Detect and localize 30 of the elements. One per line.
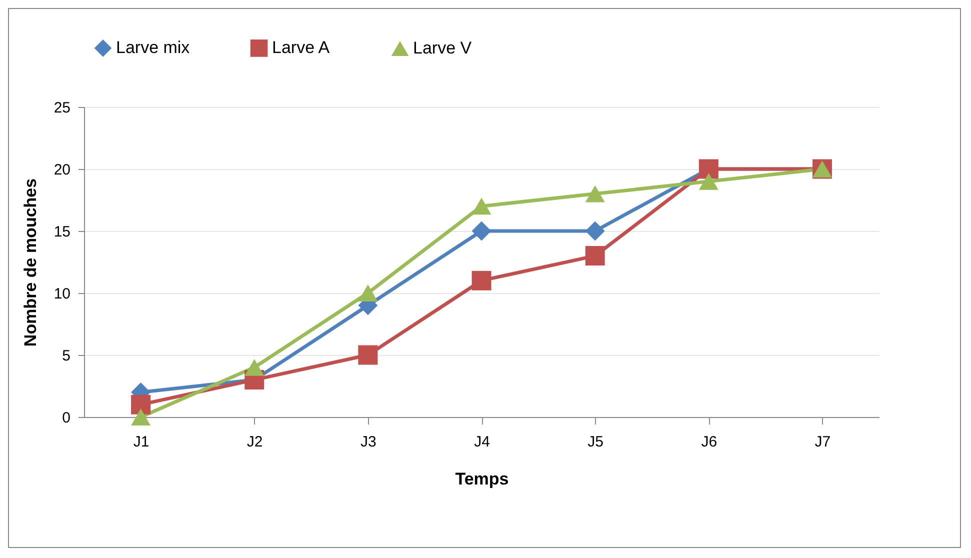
- y-tick-label: 15: [54, 224, 70, 240]
- legend-label: Larve mix: [116, 38, 190, 58]
- x-tick-label: J6: [701, 434, 718, 450]
- point: [131, 394, 151, 414]
- point: [358, 345, 378, 365]
- point: [358, 284, 378, 302]
- x-tick-label: J7: [814, 434, 831, 450]
- y-tick-label: 25: [54, 100, 70, 116]
- y-tick-label: 5: [62, 348, 70, 364]
- point: [472, 270, 492, 290]
- point: [472, 198, 492, 215]
- x-tick-label: J1: [133, 434, 150, 450]
- point: [131, 408, 151, 426]
- point: [585, 246, 605, 266]
- y-tick-label: 20: [54, 162, 70, 178]
- y-tick-label: 0: [62, 410, 70, 426]
- x-axis-title: Temps: [455, 470, 509, 488]
- point: [585, 185, 605, 202]
- point: [698, 172, 718, 190]
- x-tick-label: J2: [246, 434, 263, 450]
- y-axis-title: Nombre de mouches: [20, 178, 40, 347]
- x-tick-label: J3: [360, 434, 376, 450]
- x-tick-label: J5: [588, 434, 604, 450]
- legend-label: Larve V: [413, 38, 472, 58]
- x-tick-label: J4: [474, 434, 490, 450]
- y-tick-label: 10: [54, 286, 70, 302]
- point: [585, 221, 605, 241]
- point: [244, 358, 264, 376]
- point: [472, 221, 492, 241]
- legend-label: Larve A: [272, 38, 330, 58]
